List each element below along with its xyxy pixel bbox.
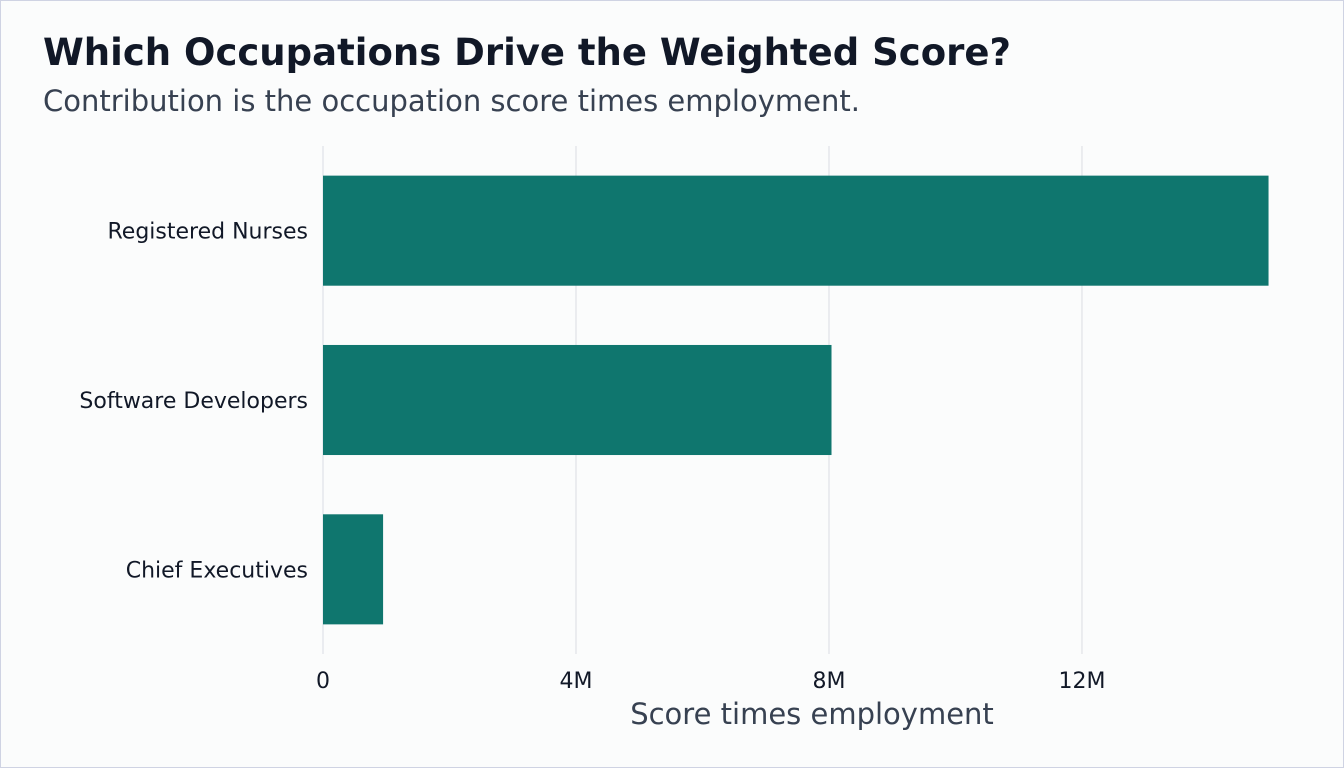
category-labels: Registered Nurses Software Developers Chie…: [79, 220, 308, 584]
x-tick-labels: 0 4M 8M 12M: [316, 669, 1105, 694]
x-tick-label: 0: [316, 669, 330, 694]
x-axis-title: Score times employment: [630, 697, 994, 731]
bars: [323, 175, 1269, 625]
bar: [323, 175, 1269, 286]
x-tick-label: 12M: [1058, 669, 1105, 694]
x-tick-label: 4M: [559, 669, 592, 694]
bar: [323, 514, 384, 625]
chart-title: Which Occupations Drive the Weighted Sco…: [43, 31, 1011, 74]
category-label: Software Developers: [79, 389, 308, 414]
category-label: Chief Executives: [126, 558, 308, 583]
x-tick-label: 8M: [812, 669, 845, 694]
bar: [323, 344, 832, 456]
category-label: Registered Nurses: [108, 220, 309, 245]
chart-subtitle: Contribution is the occupation score tim…: [43, 84, 860, 118]
